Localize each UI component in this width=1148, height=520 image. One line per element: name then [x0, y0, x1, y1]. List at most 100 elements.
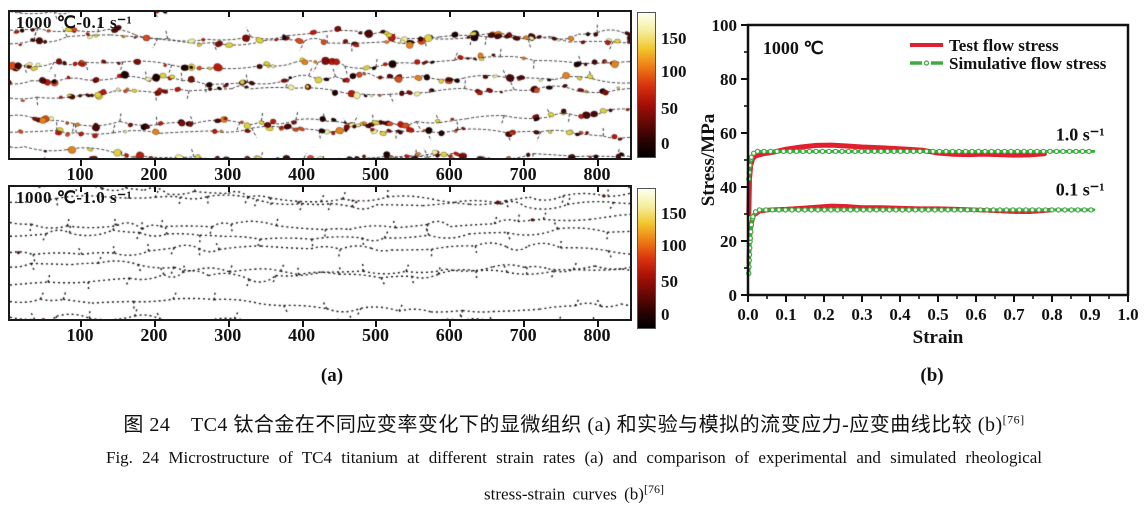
series-marker: [813, 148, 819, 155]
series-marker: [910, 148, 917, 155]
micrograph-top-title: 1000 ℃-0.1 s⁻¹: [16, 13, 133, 32]
micrograph-top-edge-tick: [153, 187, 156, 192]
series-marker: [761, 148, 767, 155]
series-marker: [1034, 148, 1040, 155]
series-marker: [1073, 148, 1079, 155]
micrograph-top-edge-tick: [449, 187, 452, 192]
series-marker: [1047, 148, 1053, 155]
micrograph-x-tick-label: 800: [583, 164, 611, 184]
y-tick-label: 20: [720, 232, 737, 251]
series-marker: [774, 148, 780, 155]
micrograph-top-edge-tick: [449, 12, 452, 17]
series-marker: [763, 207, 769, 213]
panel-b-label: (b): [920, 365, 944, 386]
series-marker: [800, 148, 806, 155]
series-marker: [969, 148, 975, 155]
micrograph-x-tick-label: 500: [361, 325, 389, 345]
micrograph-top-edge-tick: [80, 12, 82, 17]
colorbar-tick-label: 0: [661, 133, 670, 153]
series-marker: [1023, 207, 1029, 213]
caption-english-line1: Fig. 24 Microstructure of TC4 titanium a…: [0, 448, 1148, 468]
micrograph-x-tick-label: 200: [140, 325, 168, 345]
micrograph-x-tick-label: 700: [509, 325, 537, 345]
series-marker: [821, 207, 828, 213]
series-marker: [893, 207, 899, 213]
y-tick-label: 0: [729, 286, 738, 305]
series-marker: [795, 207, 802, 213]
series-marker: [767, 148, 774, 155]
series-marker: [826, 148, 832, 155]
series-marker: [984, 207, 990, 213]
y-axis-label: Stress/MPa: [700, 113, 719, 206]
caption-chinese-ref: [76]: [1002, 412, 1025, 427]
caption-chinese-text: 图 24 TC4 钛合金在不同应变率变化下的显微组织 (a) 和实验与模拟的流变…: [123, 414, 1003, 436]
series-marker: [938, 207, 945, 213]
series-marker: [847, 207, 854, 213]
series-marker: [845, 148, 852, 155]
y-tick-label: 80: [720, 70, 737, 89]
micrograph-x-tick-label: 300: [214, 325, 242, 345]
series-marker: [982, 148, 988, 155]
series-marker: [897, 148, 904, 155]
micrograph-x-tick-label: 600: [435, 164, 463, 184]
series-marker: [904, 148, 910, 155]
annotation: 1.0 s⁻¹: [1056, 124, 1105, 144]
micrograph-x-tick-label: 600: [435, 325, 463, 345]
series-marker: [748, 229, 754, 235]
series-marker: [780, 148, 787, 155]
micrograph-x-tick: [375, 160, 378, 166]
series-marker: [1016, 207, 1023, 213]
series-marker: [802, 207, 808, 213]
colorbar-bottom-gradient: [637, 188, 656, 329]
series-marker: [956, 148, 962, 155]
series-marker: [748, 154, 755, 160]
series-marker: [1068, 207, 1075, 213]
micrograph-x-tick: [301, 321, 304, 327]
series-marker: [854, 207, 860, 213]
series-marker: [1079, 148, 1086, 155]
x-tick-label: 0.1: [775, 305, 796, 324]
colorbar-tick-label: 50: [661, 271, 678, 291]
series-line: [746, 142, 1047, 217]
micrograph-x-tick-label: 700: [509, 164, 537, 184]
series-marker: [925, 207, 932, 213]
colorbar-tick-label: 50: [661, 99, 678, 119]
series-marker: [1001, 148, 1008, 155]
micrograph-top-edge-tick: [301, 187, 304, 192]
panel-a-label: (a): [320, 365, 344, 386]
colorbar-top: 150 100 50 0: [637, 12, 693, 158]
series-marker: [776, 207, 782, 213]
micrograph-top-edge-tick: [227, 12, 230, 17]
micrograph-x-tick-label: 500: [361, 164, 389, 184]
series-marker: [988, 148, 995, 155]
series-marker: [1062, 207, 1068, 213]
x-tick-label: 0.7: [1003, 305, 1025, 324]
y-tick-label: 100: [712, 16, 738, 35]
micrograph-x-tick: [227, 160, 230, 166]
micrograph-x-tick: [523, 321, 526, 327]
micrograph-top-edge-tick: [597, 187, 600, 192]
x-tick-label: 0.8: [1041, 305, 1062, 324]
legend-label: Simulative flow stress: [949, 54, 1107, 73]
series-marker: [1053, 148, 1060, 155]
micrograph-bottom-title: 1000 ℃-1.0 s⁻¹: [16, 188, 133, 207]
colorbar-tick-label: 100: [661, 61, 687, 81]
micrograph-x-tick: [80, 321, 82, 327]
micrograph-x-tick-label: 300: [214, 164, 242, 184]
series-marker: [971, 207, 977, 213]
series-marker: [930, 148, 936, 155]
series-marker: [819, 148, 826, 155]
series-marker: [912, 207, 919, 213]
series-marker: [945, 207, 951, 213]
series-marker: [839, 148, 845, 155]
colorbar-bottom: 150 100 50 0: [637, 188, 693, 329]
series-marker: [789, 207, 795, 213]
series-marker: [932, 207, 938, 213]
series-marker: [1086, 148, 1092, 155]
series-marker: [884, 148, 891, 155]
micrograph-x-tick: [153, 321, 156, 327]
series-marker: [997, 207, 1003, 213]
annotation: 0.1 s⁻¹: [1056, 180, 1105, 200]
series-line: [747, 208, 1096, 275]
series-marker: [754, 148, 761, 155]
